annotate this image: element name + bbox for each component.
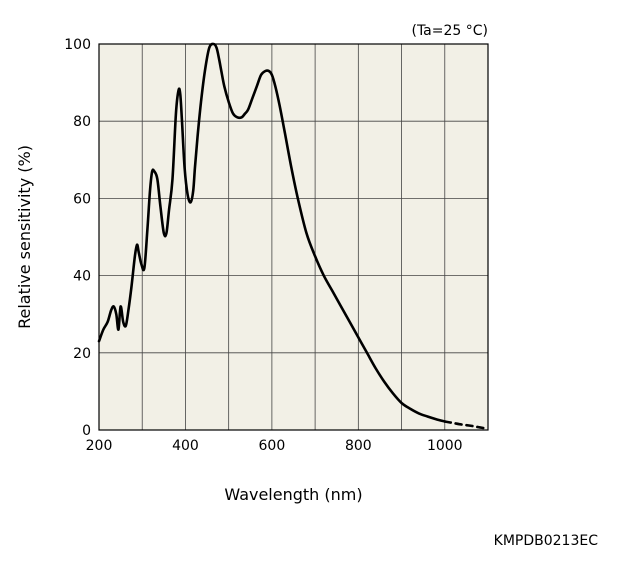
x-axis-label: Wavelength (nm) bbox=[224, 485, 362, 504]
y-tick-label: 80 bbox=[73, 114, 91, 130]
y-tick-label: 100 bbox=[64, 37, 91, 53]
figure-code: KMPDB0213EC bbox=[494, 533, 599, 549]
x-tick-label: 400 bbox=[172, 438, 199, 454]
grid-lines bbox=[99, 44, 488, 430]
y-tick-label: 20 bbox=[73, 346, 91, 362]
sensitivity-curve bbox=[97, 42, 447, 423]
temperature-condition: (Ta=25 °C) bbox=[411, 23, 488, 39]
x-tick-label: 1000 bbox=[427, 438, 463, 454]
y-axis-ticks: 0 20 40 60 80 100 bbox=[64, 37, 91, 439]
x-tick-label: 200 bbox=[86, 438, 113, 454]
x-tick-label: 600 bbox=[259, 438, 286, 454]
y-tick-label: 60 bbox=[73, 191, 91, 207]
y-axis-label: Relative sensitivity (%) bbox=[15, 145, 34, 329]
sensitivity-curve-dashed bbox=[443, 420, 490, 431]
plot-area bbox=[99, 44, 488, 430]
series-layer bbox=[97, 42, 490, 431]
x-axis-ticks: 200 400 600 800 1000 bbox=[86, 438, 463, 454]
y-tick-label: 40 bbox=[73, 269, 91, 285]
y-tick-label: 0 bbox=[82, 423, 91, 439]
plot-frame bbox=[98, 43, 489, 431]
x-tick-label: 800 bbox=[345, 438, 372, 454]
